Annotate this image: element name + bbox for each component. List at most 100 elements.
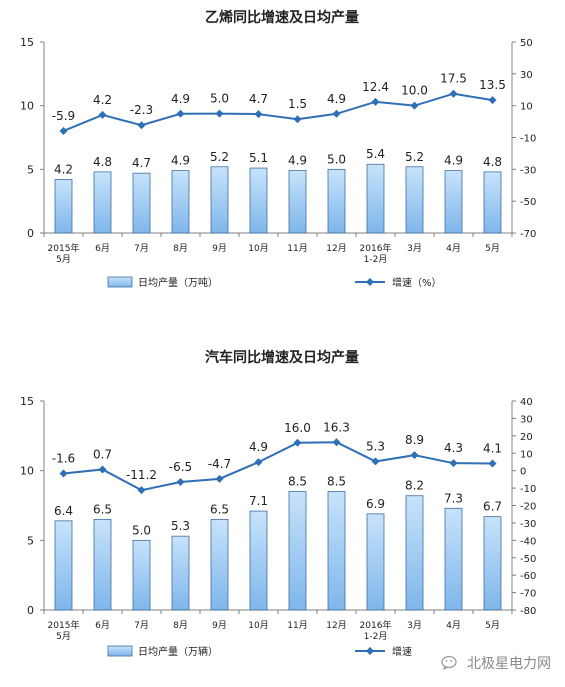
x-tick-label: 9月 [212,620,227,631]
growth-point [332,438,341,447]
growth-line [63,441,493,492]
bar-label: 4.8 [93,155,112,169]
x-tick-label: 10月 [248,620,268,631]
x-tick-label: 7月 [134,243,149,254]
x-tick-label: 3月 [407,620,422,631]
x-tick-label: 4月 [446,243,461,254]
left-tick-label: 5 [27,163,34,176]
growth-point [488,459,497,468]
growth-point [137,121,146,130]
growth-label: 4.3 [444,441,463,455]
growth-label: -6.5 [169,460,192,474]
x-tick-label: 12月 [326,243,346,254]
bar-label: 5.2 [405,150,424,164]
legend-bar-swatch [107,645,133,657]
right-tick-label: 30 [520,70,533,81]
bar [210,519,229,611]
chart-1: 乙烯同比增速及日均产量 0 5 10 15 -70 -50 -30 -10 10 30 50 2015年… [20,9,536,289]
x-tick-label: 5月 [485,243,500,254]
bar [171,170,190,234]
growth-label: 5.3 [366,439,385,453]
bar [171,535,190,611]
bar [249,510,268,611]
x-tick-label: 7月 [134,620,149,631]
growth-point [371,457,380,466]
growth-label: -1.6 [52,451,75,465]
growth-point [215,109,224,118]
growth-point [254,458,263,467]
bar-label: 7.3 [444,491,463,505]
growth-label: 8.9 [405,433,424,447]
right-tick-label: -20 [520,502,536,513]
bar-label: 4.2 [54,163,73,177]
x-tick-label: 8月 [173,620,188,631]
growth-label: 17.5 [440,72,467,86]
x-tick-label: 11月 [287,243,307,254]
left-tick-label: 0 [27,604,34,617]
x-tick-label: 9月 [212,243,227,254]
x-tick-label: 2015年 5月 [48,619,80,642]
left-tick-label: 15 [20,36,34,49]
growth-label: -11.2 [126,468,157,482]
bar-label: 4.8 [483,155,502,169]
bar-label: 7.1 [249,494,268,508]
growth-point [449,89,458,98]
x-tick-label: 6月 [95,620,110,631]
bar [366,163,385,234]
growth-label: 5.0 [210,92,229,106]
bar [444,507,463,611]
growth-point [332,109,341,118]
growth-label: 4.9 [171,92,190,106]
x-tick-label: 2015年 5月 [48,242,80,265]
bar-label: 6.5 [93,502,112,516]
growth-point [98,465,107,474]
legend-line-label: 增速（%） [392,276,442,289]
bar [93,171,112,234]
growth-point [59,126,68,135]
watermark-text: 北极星电力网 [467,656,551,672]
growth-label: 4.2 [93,93,112,107]
left-tick-label: 10 [20,100,34,113]
right-tick-label: 30 [520,414,533,425]
growth-label: 0.7 [93,447,112,461]
bar [483,516,502,611]
bar-label: 4.7 [132,156,151,170]
right-tick-label: 10 [520,449,533,460]
left-tick-label: 15 [20,395,34,408]
watermark: 北极星电力网 [441,653,551,673]
growth-point [137,486,146,495]
bar [288,170,307,234]
chart-title: 汽车同比增速及日均产量 [205,349,359,366]
bar [405,495,424,611]
right-tick-label: -30 [520,165,536,176]
legend: 日均产量（万吨） 增速（%） [107,276,442,289]
legend-line-marker [366,647,374,655]
right-tick-label: -10 [520,134,536,145]
bar [444,170,463,234]
x-tick-label: 3月 [407,243,422,254]
right-tick-label: 50 [520,38,533,49]
growth-point [254,110,263,119]
x-tick-label: 8月 [173,243,188,254]
right-tick-label: 10 [520,102,533,113]
right-tick-label: -70 [520,589,536,600]
x-tick-label: 12月 [326,620,346,631]
bar-label: 4.9 [444,154,463,168]
legend-line-label: 增速 [392,645,412,658]
right-tick-label: 0 [520,467,526,478]
growth-point [176,109,185,118]
left-tick-label: 0 [27,227,34,240]
bar-label: 4.9 [288,154,307,168]
growth-point [176,477,185,486]
bar [132,539,151,611]
chart-title: 乙烯同比增速及日均产量 [205,9,359,26]
right-tick-label: -70 [520,229,536,240]
bar-label: 5.4 [366,147,385,161]
bar-label: 8.2 [405,479,424,493]
bar [54,179,73,234]
right-tick-label: -40 [520,536,536,547]
bar-label: 6.4 [54,504,73,518]
right-tick-label: -50 [520,554,536,565]
